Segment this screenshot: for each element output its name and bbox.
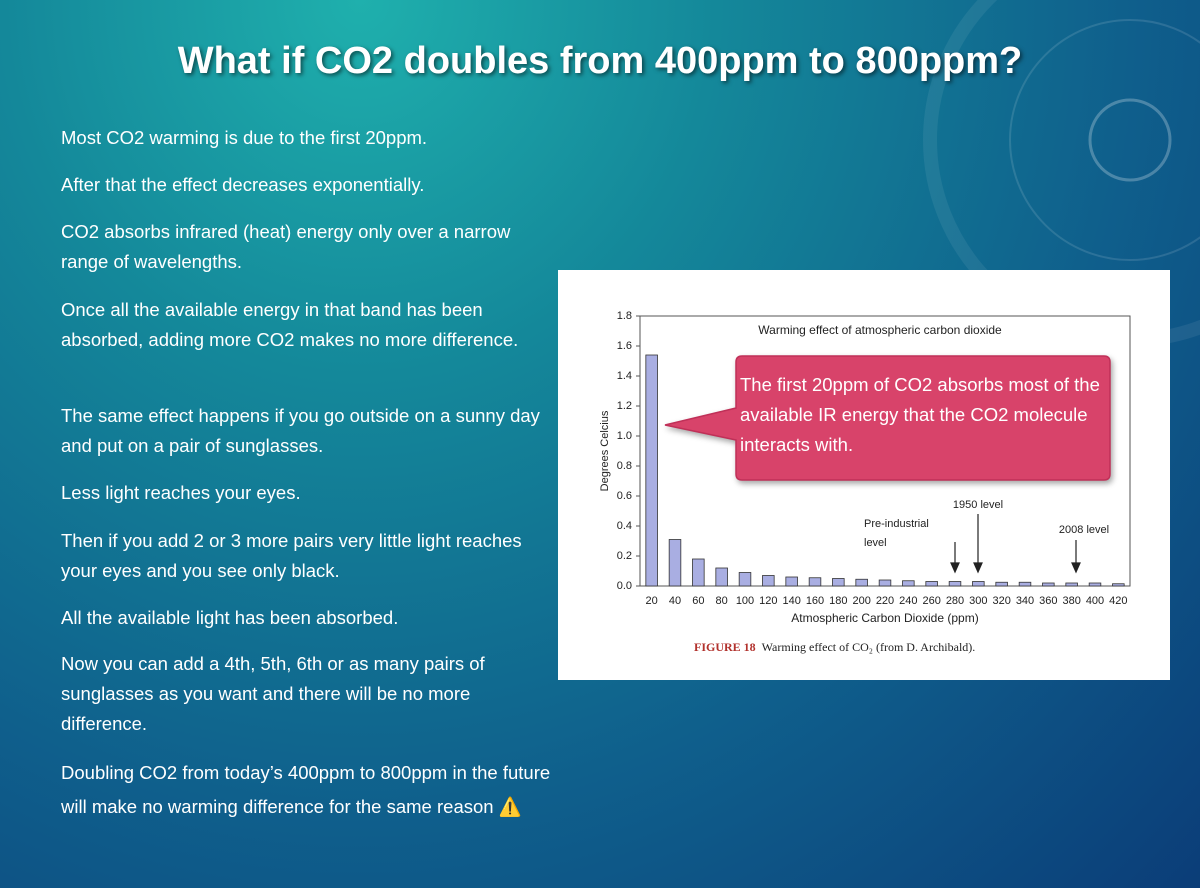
x-tick-label: 280 bbox=[946, 595, 964, 607]
paragraph: Now you can add a 4th, 5th, 6th or as ma… bbox=[61, 653, 485, 734]
bar bbox=[692, 558, 705, 587]
annotation: 2008 level bbox=[1059, 524, 1109, 536]
x-tick-label: 200 bbox=[852, 595, 870, 607]
x-tick-label: 220 bbox=[876, 595, 894, 607]
y-tick-label: 0.2 bbox=[617, 550, 632, 562]
y-tick-label: 0.6 bbox=[617, 490, 632, 502]
callout bbox=[664, 355, 1111, 481]
bar bbox=[1042, 582, 1055, 587]
paragraph: After that the effect decreases exponent… bbox=[61, 174, 425, 195]
caption-text: Warming effect of CO₂ (from D. Archibald… bbox=[761, 640, 976, 654]
x-tick-label: 320 bbox=[992, 595, 1010, 607]
bar bbox=[855, 578, 868, 587]
chart-title: Warming effect of atmospheric carbon dio… bbox=[758, 323, 1002, 337]
paragraph: Less light reaches your eyes. bbox=[61, 482, 301, 503]
x-axis-label: Atmospheric Carbon Dioxide (ppm) bbox=[791, 611, 978, 625]
annotation: Pre-industrial bbox=[864, 518, 929, 530]
paragraph: CO2 absorbs infrared (heat) energy only … bbox=[61, 221, 511, 272]
bar bbox=[878, 579, 892, 587]
paragraph: Once all the available energy in that ba… bbox=[61, 299, 519, 350]
bar bbox=[1065, 582, 1078, 587]
annotation: level bbox=[864, 537, 887, 549]
paragraph: Doubling CO2 from today’s 400ppm to 800p… bbox=[61, 762, 551, 817]
bar bbox=[738, 572, 752, 587]
figure-caption: FIGURE 18 Warming effect of CO₂ (from D. … bbox=[694, 640, 975, 655]
bar bbox=[715, 567, 728, 587]
x-tick-label: 380 bbox=[1062, 595, 1080, 607]
bar bbox=[925, 581, 938, 587]
bar bbox=[808, 577, 822, 587]
y-axis-label: Degrees Celcius bbox=[599, 410, 611, 491]
bar bbox=[948, 581, 962, 587]
bar bbox=[668, 539, 682, 587]
x-tick-label: 300 bbox=[969, 595, 987, 607]
bar bbox=[762, 575, 775, 587]
paragraph: Then if you add 2 or 3 more pairs very l… bbox=[61, 530, 522, 581]
bar bbox=[832, 578, 845, 587]
y-tick-label: 0.0 bbox=[617, 580, 632, 592]
y-tick-label: 0.4 bbox=[617, 520, 632, 532]
x-tick-label: 420 bbox=[1109, 595, 1127, 607]
x-tick-label: 100 bbox=[736, 595, 754, 607]
y-tick-label: 1.0 bbox=[617, 430, 632, 442]
bar bbox=[1018, 581, 1032, 587]
x-tick-label: 20 bbox=[646, 595, 658, 607]
x-tick-label: 180 bbox=[829, 595, 847, 607]
y-tick-label: 1.8 bbox=[617, 310, 632, 322]
x-tick-label: 40 bbox=[669, 595, 681, 607]
paragraph: Most CO2 warming is due to the first 20p… bbox=[61, 127, 428, 148]
figure-number: FIGURE 18 bbox=[694, 640, 756, 654]
paragraph: All the available light has been absorbe… bbox=[61, 607, 399, 628]
bar bbox=[902, 580, 915, 587]
x-tick-label: 120 bbox=[759, 595, 777, 607]
callout-text: The first 20ppm of CO2 absorbs most of t… bbox=[740, 374, 1100, 455]
x-tick-label: 240 bbox=[899, 595, 917, 607]
x-tick-label: 260 bbox=[922, 595, 940, 607]
y-tick-label: 1.4 bbox=[617, 370, 632, 382]
y-tick-label: 1.6 bbox=[617, 340, 632, 352]
slide-title: What if CO2 doubles from 400ppm to 800pp… bbox=[177, 40, 1023, 82]
bar bbox=[995, 581, 1008, 587]
bar bbox=[785, 576, 798, 587]
y-tick-label: 0.8 bbox=[617, 460, 632, 472]
annotation-arrows bbox=[950, 514, 1081, 574]
x-tick-label: 400 bbox=[1086, 595, 1104, 607]
x-tick-label: 60 bbox=[692, 595, 704, 607]
x-tick-label: 140 bbox=[782, 595, 800, 607]
paragraph: The same effect happens if you go outsid… bbox=[61, 405, 540, 456]
bar bbox=[645, 354, 658, 587]
x-tick-label: 340 bbox=[1016, 595, 1034, 607]
x-tick-label: 160 bbox=[806, 595, 824, 607]
y-tick-label: 1.2 bbox=[617, 400, 632, 412]
bar bbox=[972, 581, 985, 587]
annotation: 1950 level bbox=[953, 499, 1003, 511]
x-tick-label: 80 bbox=[716, 595, 728, 607]
x-tick-label: 360 bbox=[1039, 595, 1057, 607]
bar bbox=[1112, 583, 1125, 587]
bar bbox=[1088, 582, 1102, 587]
